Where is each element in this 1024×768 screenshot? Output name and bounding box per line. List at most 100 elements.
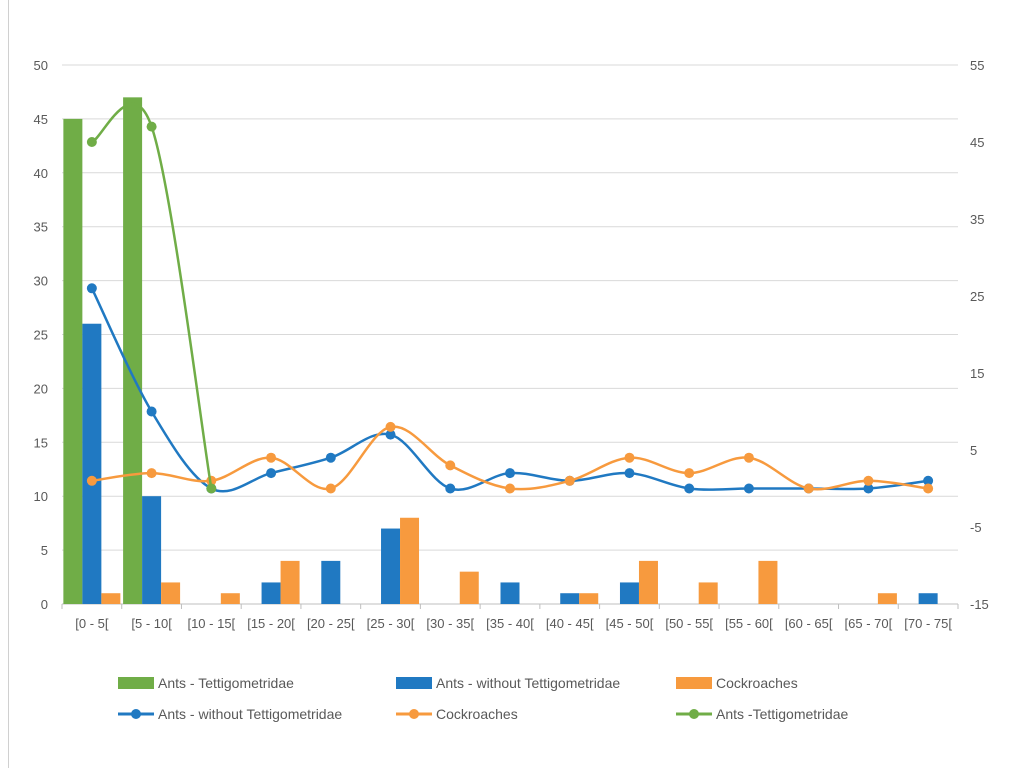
- x-tick-label: [30 - 35[: [426, 616, 474, 631]
- right-tick-label: 15: [970, 366, 984, 381]
- line-marker: [624, 452, 635, 463]
- legend-swatch: [396, 677, 432, 689]
- bar: [758, 560, 778, 604]
- legend-item: Cockroaches: [676, 675, 798, 691]
- line-marker: [385, 421, 396, 432]
- bar: [400, 517, 420, 604]
- border-line: [8, 0, 9, 768]
- x-tick-label: [15 - 20[: [247, 616, 295, 631]
- line-marker: [146, 468, 157, 479]
- left-tick-label: 15: [34, 435, 48, 450]
- line-marker: [863, 475, 874, 486]
- bar: [579, 593, 599, 604]
- legend-item: Ants - without Tettigometridae: [396, 675, 620, 691]
- line-marker: [325, 452, 336, 463]
- legend-swatch: [676, 677, 712, 689]
- left-tick-label: 0: [41, 597, 48, 612]
- line-marker: [325, 483, 336, 494]
- left-tick-label: 5: [41, 543, 48, 558]
- legend-label: Cockroaches: [716, 675, 798, 691]
- x-tick-label: [60 - 65[: [785, 616, 833, 631]
- line-marker: [86, 283, 97, 294]
- series-line: [91, 102, 213, 489]
- line-marker: [624, 468, 635, 479]
- bar: [123, 97, 143, 604]
- series-line: [91, 425, 929, 491]
- x-tick-label: [55 - 60[: [725, 616, 773, 631]
- line-marker: [923, 475, 934, 486]
- right-tick-label: 35: [970, 212, 984, 227]
- bar: [877, 593, 897, 604]
- x-tick-label: [5 - 10[: [131, 616, 172, 631]
- line-marker: [266, 468, 277, 479]
- x-tick-label: [0 - 5[: [75, 616, 109, 631]
- series-line: [90, 287, 929, 493]
- left-tick-label: 45: [34, 112, 48, 127]
- bar: [698, 582, 718, 604]
- x-tick-label: [35 - 40[: [486, 616, 534, 631]
- line-marker: [684, 483, 695, 494]
- line-marker: [505, 483, 515, 494]
- legend-item: Ants - Tettigometridae: [118, 675, 294, 691]
- left-tick-label: 10: [34, 489, 48, 504]
- left-tick-label: 30: [34, 274, 48, 289]
- line-marker: [266, 452, 277, 463]
- x-tick-label: [50 - 55[: [665, 616, 713, 631]
- bar: [560, 593, 580, 604]
- line-marker: [743, 483, 754, 494]
- right-tick-label: 45: [970, 135, 984, 150]
- line-marker: [923, 483, 934, 494]
- legend-item: Ants -Tettigometridae: [676, 706, 848, 722]
- line-marker: [445, 483, 456, 494]
- line-marker: [146, 406, 157, 417]
- line-marker: [743, 452, 754, 463]
- bar: [63, 118, 83, 605]
- x-tick-label: [65 - 70[: [845, 616, 893, 631]
- x-tick-label: [70 - 75[: [904, 616, 952, 631]
- line-marker: [206, 483, 217, 494]
- legend-label: Ants - Tettigometridae: [158, 675, 294, 691]
- bar: [619, 582, 639, 604]
- left-tick-label: 20: [34, 381, 48, 396]
- legend-label: Ants -Tettigometridae: [716, 706, 848, 722]
- legend-label: Ants - without Tettigometridae: [158, 706, 342, 722]
- line-marker: [86, 475, 97, 486]
- bar: [261, 582, 281, 604]
- bar: [82, 323, 102, 604]
- legend-marker: [131, 709, 141, 719]
- line-marker: [684, 468, 695, 479]
- legend-item: Ants - without Tettigometridae: [118, 706, 342, 722]
- line-marker: [863, 483, 874, 494]
- bar: [161, 582, 181, 604]
- right-tick-label: -15: [970, 597, 989, 612]
- line-marker: [385, 429, 396, 440]
- x-tick-label: [40 - 45[: [546, 616, 594, 631]
- left-tick-label: 35: [34, 220, 48, 235]
- legend-label: Ants - without Tettigometridae: [436, 675, 620, 691]
- left-tick-label: 50: [34, 58, 48, 73]
- bar: [459, 571, 479, 604]
- left-tick-label: 25: [34, 328, 48, 343]
- legend-label: Cockroaches: [436, 706, 518, 722]
- x-tick-label: [25 - 30[: [367, 616, 415, 631]
- bar: [381, 528, 401, 604]
- x-tick-label: [10 - 15[: [187, 616, 235, 631]
- left-tick-label: 40: [34, 166, 48, 181]
- bar: [142, 496, 162, 604]
- line-marker: [445, 460, 456, 471]
- bar: [220, 593, 240, 604]
- line-marker: [146, 121, 157, 132]
- legend-swatch: [118, 677, 154, 689]
- bar: [918, 593, 938, 604]
- right-tick-label: 55: [970, 58, 984, 73]
- line-marker: [803, 483, 814, 494]
- line-marker: [505, 468, 515, 479]
- legend-item: Cockroaches: [396, 706, 518, 722]
- right-tick-label: 5: [970, 443, 977, 458]
- bar: [638, 560, 658, 604]
- x-tick-label: [20 - 25[: [307, 616, 355, 631]
- legend-marker: [409, 709, 419, 719]
- x-tick-label: [45 - 50[: [606, 616, 654, 631]
